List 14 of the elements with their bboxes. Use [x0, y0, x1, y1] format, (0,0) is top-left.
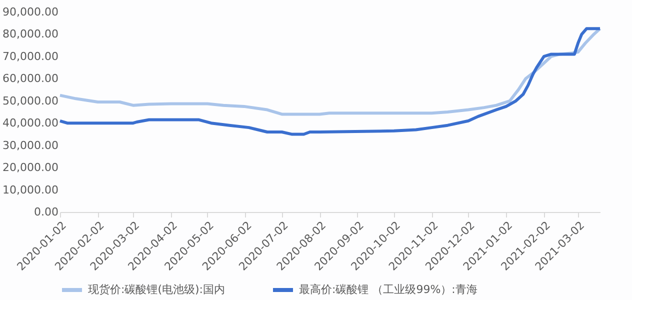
y-tick-label: 70,000.00 [2, 50, 58, 63]
y-tick-label: 60,000.00 [2, 72, 58, 86]
legend-label: 现货价:碳酸锂(电池级):国内 [88, 283, 225, 296]
line-series [58, 27, 602, 116]
y-tick-label: 80,000.00 [2, 28, 58, 41]
y-tick-label: 10,000.00 [2, 183, 58, 196]
y-tick-label: 90,000.00 [2, 6, 58, 18]
y-tick-label: 0.00 [34, 206, 58, 218]
y-tick-label: 40,000.00 [2, 116, 58, 130]
y-tick-label: 20,000.00 [2, 161, 58, 174]
legend-label: 最高价:碳酸锂 （工业级99%）:青海 [299, 283, 478, 296]
y-tick-label: 30,000.00 [2, 138, 58, 152]
line-series [58, 27, 602, 136]
y-tick-label: 50,000.00 [2, 94, 58, 108]
